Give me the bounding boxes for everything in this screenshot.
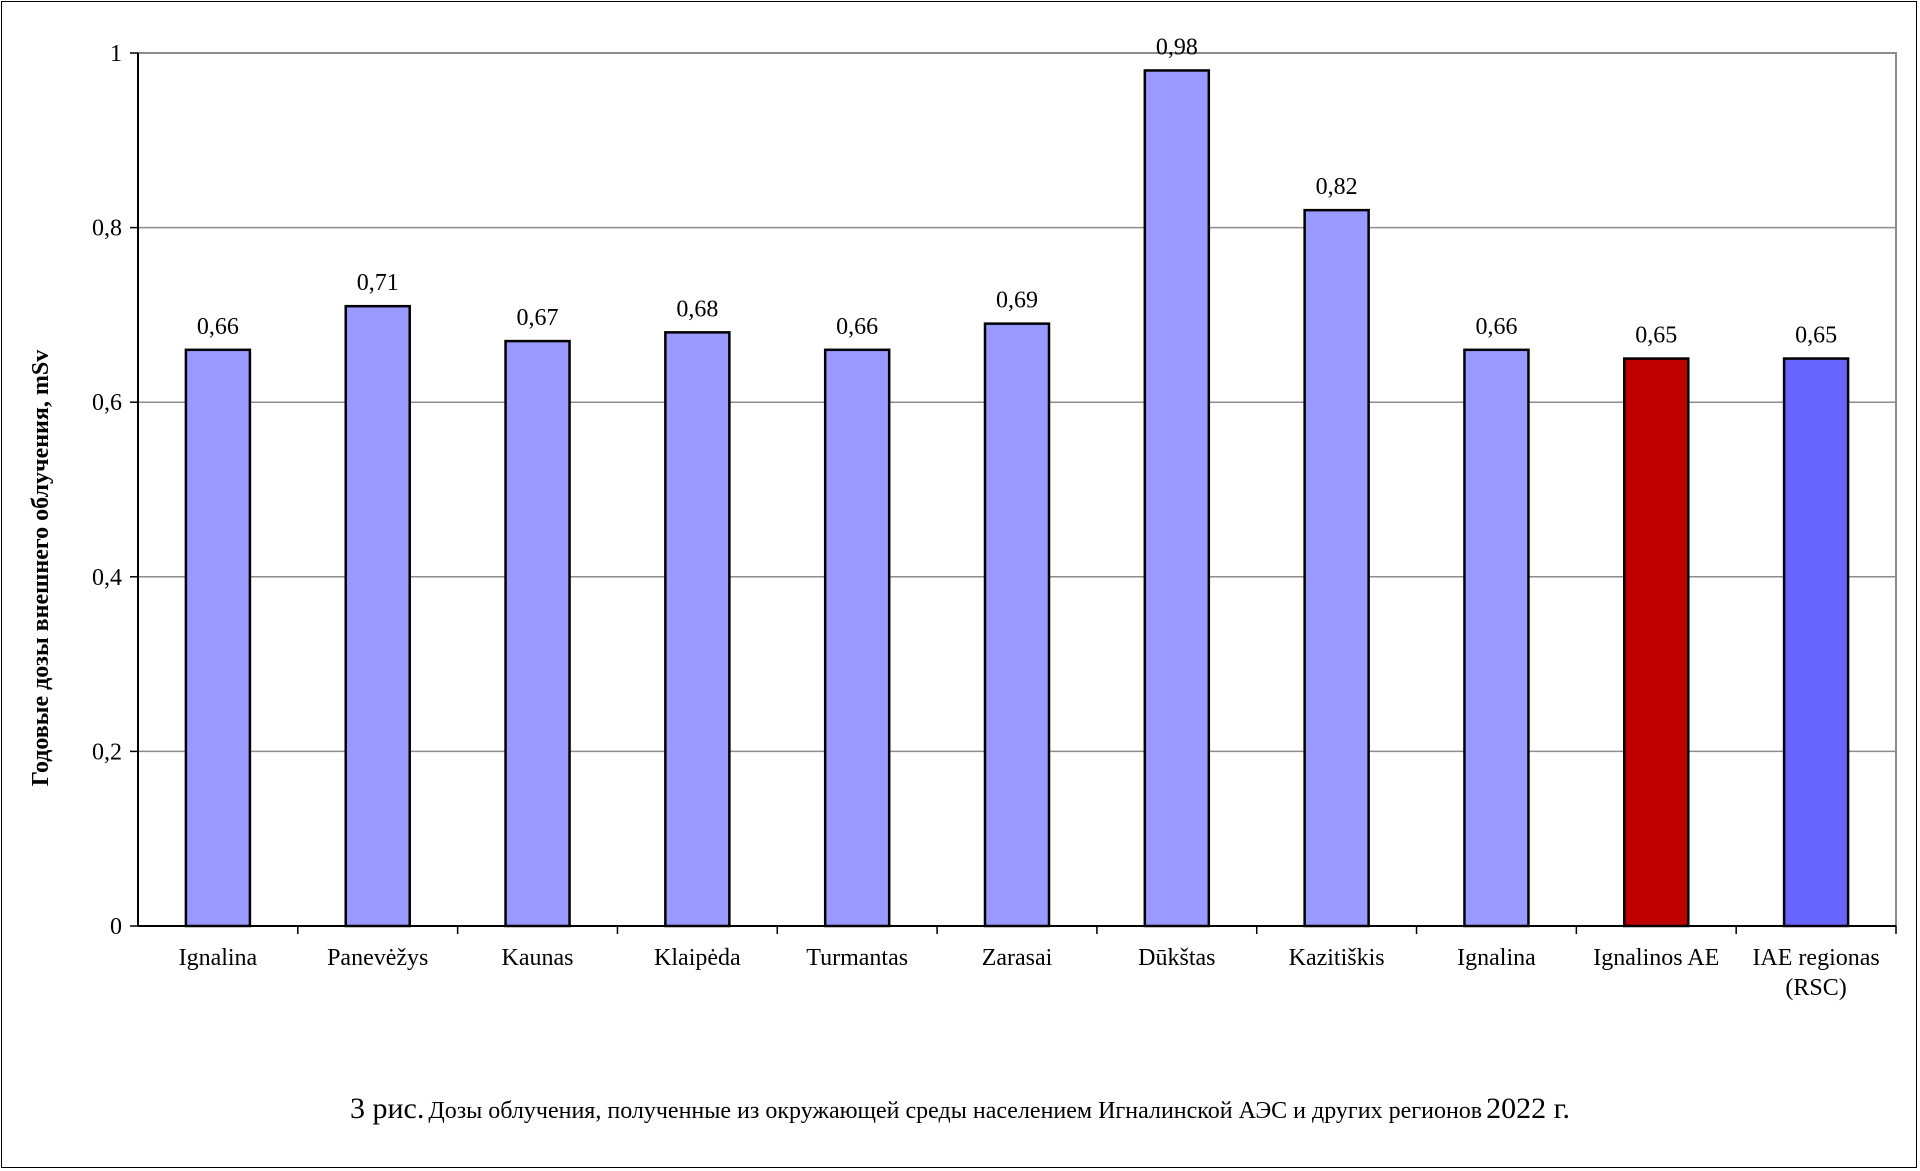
data-label: 0,68 [676,296,718,322]
bar [1623,357,1690,928]
y-tick-label: 1 [110,41,122,67]
bar [1782,357,1850,928]
bar [823,348,891,928]
data-label: 0,82 [1316,174,1358,200]
x-tick-label: Ignalinos AE [1593,945,1719,971]
data-label: 0,65 [1635,323,1677,349]
figure-caption: 3 рис. Дозы облучения, полученные из окр… [0,1092,1920,1126]
caption-text: Дозы облучения, полученные из окружающей… [428,1098,1483,1124]
data-labels: 0,66 0,71 0,67 0,68 0,66 0,69 0,98 0,82 0,66 0,65… [197,34,1837,348]
data-label: 0,69 [996,288,1038,314]
data-label: 0,71 [357,270,399,296]
x-tick-label: IAE regionas [1752,945,1879,971]
x-tick-label: Zarasai [982,945,1053,971]
x-tick-label: Turmantas [806,945,908,971]
x-tick-label: Ignalina [1457,945,1536,971]
y-ticks: 0 0,2 0,4 0,6 0,8 1 [92,41,1897,940]
bar [1143,69,1211,928]
data-label: 0,66 [836,314,878,340]
bar [184,348,252,928]
x-tick-label: Dūkštas [1138,945,1215,971]
x-tick-label: Ignalina [179,945,258,971]
x-tick-label: Klaipėda [654,945,741,971]
y-tick-label: 0,6 [92,390,122,416]
bar [983,322,1051,928]
bar [664,331,731,928]
x-tick-label: Kaunas [502,945,574,971]
data-label: 0,67 [517,305,559,331]
x-tick-label: Panevėžys [327,945,428,971]
bar [1463,348,1530,928]
data-label: 0,65 [1795,323,1837,349]
bar [1303,208,1370,928]
data-label: 0,66 [197,314,239,340]
bar [344,304,411,928]
caption-lead: 3 рис. [349,1092,425,1125]
y-axis-label: Годовые дозы внешнего облучения, mSv [28,350,54,786]
data-label: 0,66 [1475,314,1517,340]
y-tick-label: 0,4 [92,565,122,591]
x-tick-label: (RSC) [1785,975,1846,1001]
axes [137,53,1896,927]
bar [504,339,571,928]
y-tick-label: 0,2 [92,739,122,765]
data-label: 0,98 [1156,34,1198,60]
caption-year: 2022 г. [1486,1092,1571,1125]
x-categories: Ignalina Panevėžys Kaunas Klaipėda Turmantas… [179,945,1880,1001]
x-tick-label: Kazitiškis [1289,945,1385,971]
y-tick-label: 0,8 [92,216,122,242]
y-tick-label: 0 [110,914,122,940]
bars [184,69,1850,928]
